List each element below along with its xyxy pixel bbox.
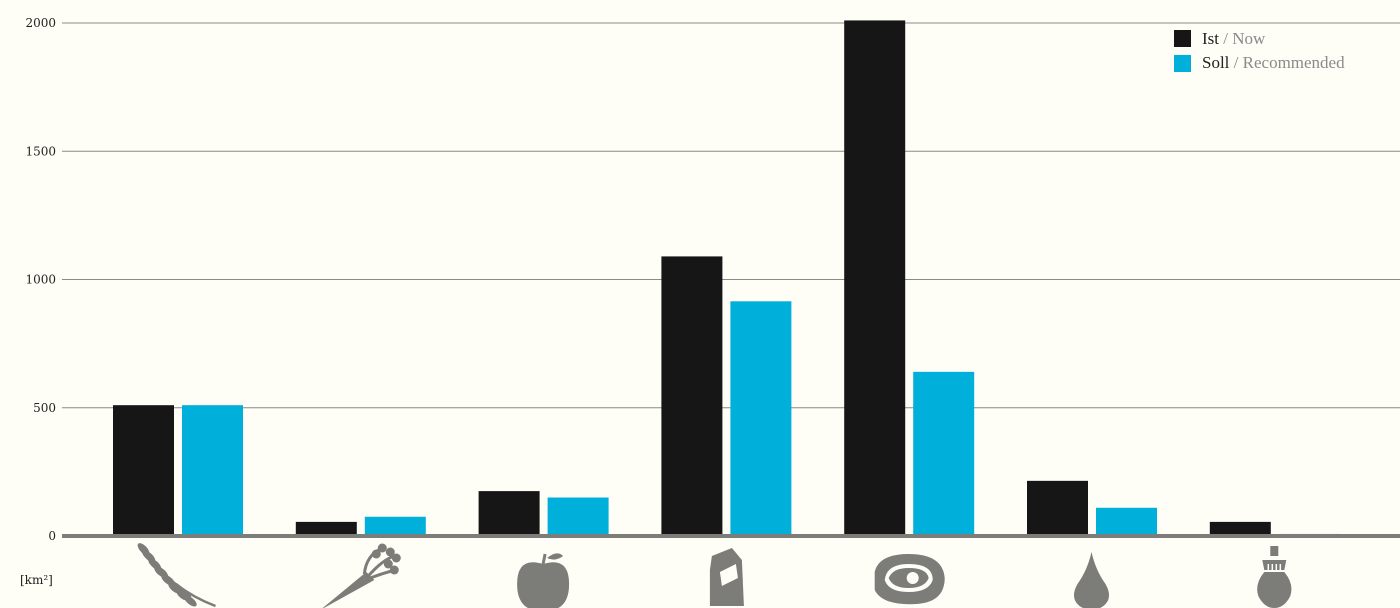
legend-label-soll: Soll / Recommended — [1202, 53, 1345, 72]
dairy-icon — [709, 548, 744, 606]
y-tick-label: 0 — [48, 529, 56, 543]
bar-soll-meat — [913, 371, 975, 536]
bar-soll-oil — [1096, 507, 1157, 536]
y-tick-label: 1000 — [25, 273, 56, 287]
bar-ist-meat — [844, 20, 906, 537]
category-icons — [137, 543, 1292, 608]
sugar-icon — [1257, 546, 1292, 608]
legend-label-ist: Ist / Now — [1202, 29, 1266, 48]
bar-ist-vegetable — [295, 521, 357, 536]
vegetable-icon — [322, 543, 401, 608]
bar-soll-dairy — [730, 301, 792, 536]
bar-soll-vegetable — [364, 516, 426, 536]
grain-icon — [137, 543, 216, 608]
y-tick-label: 1500 — [25, 144, 56, 158]
bars — [113, 20, 1340, 537]
y-tick-label: 2000 — [25, 16, 56, 30]
bar-ist-fruit — [478, 491, 540, 536]
fruit-icon — [517, 553, 570, 608]
x-axis-line — [62, 534, 1400, 538]
bar-ist-sugar — [1209, 521, 1271, 536]
legend-swatch-ist — [1174, 30, 1191, 47]
y-axis-ticks: 0 500 1000 1500 2000 — [25, 16, 56, 543]
meat-icon — [874, 554, 945, 605]
legend: Ist / Now Soll / Recommended — [1174, 29, 1345, 72]
legend-swatch-soll — [1174, 55, 1191, 72]
y-tick-label: 500 — [33, 401, 56, 415]
y-axis-unit-label: [km²] — [20, 573, 53, 587]
bar-ist-oil — [1027, 480, 1088, 536]
bar-ist-dairy — [661, 256, 723, 536]
bar-soll-fruit — [547, 497, 609, 536]
bar-ist-grain — [113, 405, 174, 536]
bar-soll-grain — [182, 405, 243, 536]
oil-icon — [1074, 552, 1109, 608]
